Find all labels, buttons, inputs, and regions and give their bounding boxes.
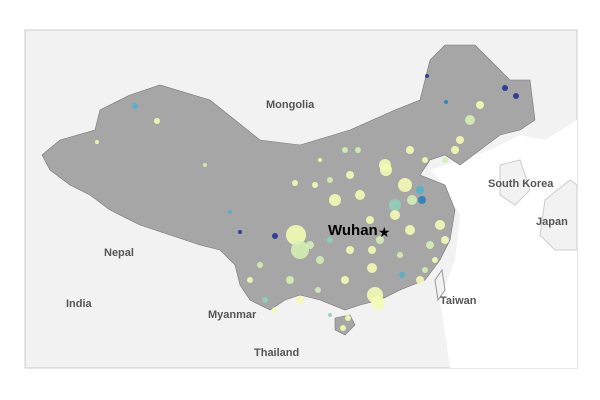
city-marker	[345, 315, 351, 321]
city-marker	[318, 158, 322, 162]
label-south-korea: South Korea	[488, 178, 554, 190]
city-marker	[355, 147, 361, 153]
city-marker	[397, 252, 403, 258]
city-marker	[272, 233, 278, 239]
label-taiwan: Taiwan	[440, 295, 477, 307]
city-marker	[367, 263, 377, 273]
label-nepal: Nepal	[104, 247, 134, 259]
city-marker	[368, 246, 376, 254]
japan-land	[539, 179, 578, 251]
city-marker	[228, 210, 232, 214]
city-marker	[296, 296, 304, 304]
city-marker	[418, 196, 426, 204]
city-marker	[422, 157, 428, 163]
city-marker	[132, 103, 138, 109]
label-myanmar: Myanmar	[208, 309, 257, 321]
city-marker	[390, 210, 400, 220]
city-marker	[328, 313, 332, 317]
city-marker	[315, 287, 321, 293]
city-marker	[286, 276, 294, 284]
city-marker	[371, 296, 385, 310]
city-marker	[291, 241, 309, 259]
city-marker	[366, 216, 374, 224]
sea	[430, 120, 577, 368]
city-marker	[399, 272, 405, 278]
taiwan-land	[434, 268, 446, 302]
city-marker	[346, 171, 354, 179]
city-marker	[456, 136, 464, 144]
city-marker	[426, 241, 434, 249]
city-marker	[451, 146, 459, 154]
city-marker	[340, 325, 346, 331]
city-marker	[407, 195, 417, 205]
city-marker	[355, 190, 365, 200]
city-marker	[329, 194, 341, 206]
city-marker	[476, 101, 484, 109]
city-marker	[442, 157, 448, 163]
label-mongolia: Mongolia	[266, 99, 315, 111]
label-japan: Japan	[536, 216, 568, 228]
city-marker	[312, 182, 318, 188]
city-marker	[306, 241, 314, 249]
label-thailand: Thailand	[254, 347, 300, 359]
korea-land	[499, 159, 531, 206]
city-marker	[341, 276, 349, 284]
city-marker	[416, 276, 424, 284]
city-marker	[292, 180, 298, 186]
city-marker	[435, 220, 445, 230]
city-marker	[203, 163, 207, 167]
city-marker	[95, 140, 99, 144]
city-marker	[327, 237, 333, 243]
city-marker	[416, 186, 424, 194]
city-marker	[425, 74, 429, 78]
city-marker	[272, 307, 278, 313]
city-marker	[441, 236, 449, 244]
city-marker	[432, 257, 438, 263]
city-marker	[380, 164, 392, 176]
city-marker	[405, 225, 415, 235]
city-marker	[444, 100, 448, 104]
city-marker	[502, 85, 508, 91]
city-marker	[389, 199, 401, 211]
city-marker	[154, 118, 160, 124]
city-marker	[465, 115, 475, 125]
city-marker	[346, 246, 354, 254]
city-marker	[406, 146, 414, 154]
city-marker	[262, 297, 268, 303]
label-wuhan: Wuhan	[328, 222, 378, 239]
city-marker	[238, 230, 242, 234]
city-marker	[398, 178, 412, 192]
city-marker	[316, 256, 324, 264]
city-marker	[247, 277, 253, 283]
china-region	[41, 44, 536, 311]
city-marker	[286, 225, 306, 245]
city-marker	[257, 262, 263, 268]
city-marker	[327, 177, 333, 183]
city-marker	[342, 147, 348, 153]
city-marker	[422, 267, 428, 273]
city-marker	[376, 236, 384, 244]
city-marker	[513, 93, 519, 99]
label-india: India	[66, 298, 92, 310]
star-icon: ★	[378, 224, 391, 240]
